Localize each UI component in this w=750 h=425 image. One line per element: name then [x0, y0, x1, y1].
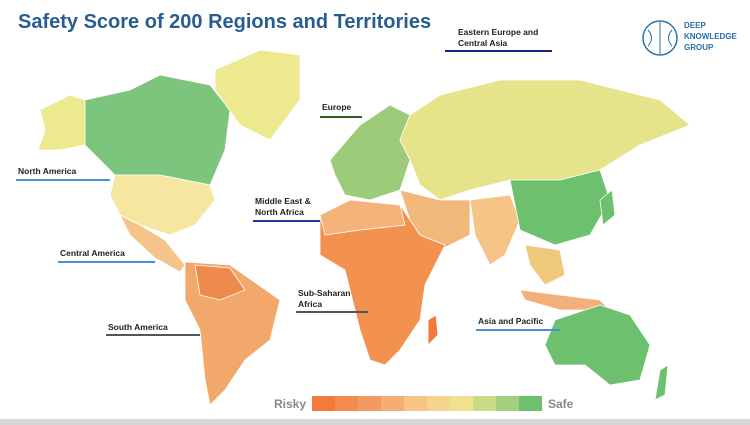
australia [544, 304, 651, 386]
region-label-line: Central Asia [458, 38, 508, 48]
region-label: Eastern Europe and Central Asia [458, 27, 538, 48]
logo-text: KNOWLEDGE [684, 32, 738, 41]
new-zealand [654, 364, 669, 401]
legend-swatch [381, 396, 404, 411]
europe [329, 104, 411, 201]
region-label: Asia and Pacific [478, 316, 543, 326]
legend-swatch [335, 396, 358, 411]
region-label: Sub-Saharan Africa [298, 288, 350, 309]
region-labels: Eastern Europe and Central Asia Europe No… [16, 27, 560, 336]
canada [84, 74, 231, 186]
region-label: Europe [322, 102, 352, 112]
region-label-line: Central America [60, 248, 125, 258]
central-america [119, 214, 186, 273]
south-america [184, 261, 281, 406]
legend-swatch [312, 396, 335, 411]
greenland [214, 49, 301, 141]
alaska [37, 94, 86, 151]
legend-swatch [473, 396, 496, 411]
region-label-line: Europe [322, 102, 352, 112]
world-map [37, 49, 691, 406]
region-label-line: Middle East & [255, 196, 311, 206]
region-label-line: North America [18, 166, 77, 176]
region-label-line: Eastern Europe and [458, 27, 538, 37]
region-label-line: Asia and Pacific [478, 316, 543, 326]
region-label-line: South America [108, 322, 168, 332]
region-label-line: Africa [298, 299, 322, 309]
legend-swatch [404, 396, 427, 411]
legend-swatch [519, 396, 542, 411]
legend-swatch [450, 396, 473, 411]
region-label-line: North Africa [255, 207, 304, 217]
logo-icon [642, 20, 678, 56]
logo-icon-lines [647, 22, 673, 54]
china [509, 169, 611, 246]
japan [599, 189, 616, 226]
legend-swatch [496, 396, 519, 411]
region-label: Middle East & North Africa [255, 196, 311, 217]
legend-swatch [427, 396, 450, 411]
south-asia [469, 194, 521, 266]
title: Safety Score of 200 Regions and Territor… [18, 11, 431, 33]
footer-bar [0, 419, 750, 425]
africa [319, 199, 446, 366]
logo-text: DEEP [684, 21, 706, 30]
logo: DEEP KNOWLEDGE GROUP [642, 20, 738, 56]
south-america-north [194, 264, 246, 301]
logo-text: GROUP [684, 43, 714, 52]
region-label: Central America [60, 248, 125, 258]
region-label: South America [108, 322, 168, 332]
legend-high: Safe [548, 397, 574, 411]
north-africa [319, 199, 406, 236]
russia-central-asia [399, 79, 691, 201]
legend: Risky Safe [274, 396, 574, 411]
region-label: North America [18, 166, 77, 176]
madagascar [427, 314, 439, 346]
usa [109, 174, 216, 236]
region-label-line: Sub-Saharan [298, 288, 350, 298]
legend-low: Risky [274, 397, 306, 411]
legend-swatch [358, 396, 381, 411]
southeast-asia [524, 244, 566, 286]
